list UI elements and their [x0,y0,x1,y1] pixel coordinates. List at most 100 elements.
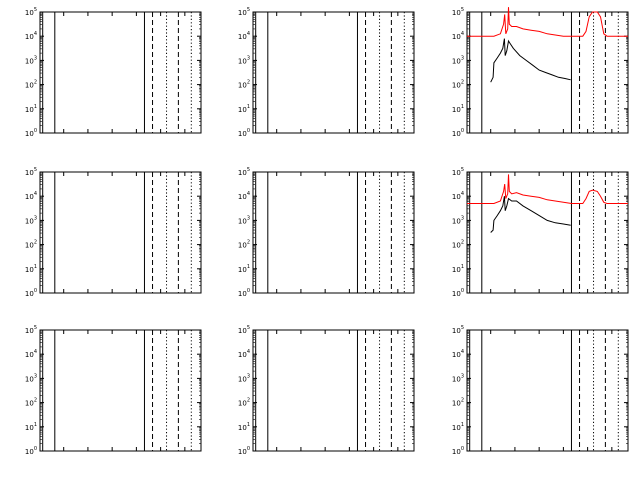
y-tick-base: 10 [452,82,461,90]
y-tick-exponent: 4 [34,349,37,355]
y-tick-label: 102 [238,240,250,250]
y-tick-exponent: 2 [461,240,464,246]
y-tick-label: 103 [25,215,37,225]
y-tick-base: 10 [238,242,247,250]
y-tick-label: 101 [25,104,37,114]
y-tick-base: 10 [25,82,34,90]
y-tick-exponent: 3 [34,215,37,221]
y-tick-exponent: 3 [34,55,37,61]
y-tick-exponent: 1 [247,104,250,110]
y-tick-label: 102 [452,240,464,250]
y-tick-label: 105 [25,167,37,177]
y-tick-exponent: 1 [247,422,250,428]
y-tick-label: 104 [238,191,250,201]
y-tick-base: 10 [452,57,461,65]
y-tick-exponent: 0 [247,446,250,452]
y-tick-base: 10 [25,375,34,383]
y-tick-base: 10 [238,400,247,408]
y-tick-base: 10 [238,169,247,177]
y-tick-base: 10 [25,327,34,335]
y-tick-base: 10 [452,400,461,408]
y-tick-base: 10 [238,130,247,138]
y-tick-label: 100 [238,128,250,138]
y-tick-label: 101 [452,422,464,432]
y-tick-exponent: 5 [34,325,37,331]
y-tick-base: 10 [25,106,34,114]
y-tick-label: 102 [452,80,464,90]
y-tick-label: 104 [25,31,37,41]
y-tick-base: 10 [25,266,34,274]
series-line-events [490,196,571,233]
y-tick-base: 10 [238,375,247,383]
y-tick-base: 10 [452,375,461,383]
y-tick-exponent: 4 [461,349,464,355]
y-tick-exponent: 3 [461,55,464,61]
y-tick-exponent: 5 [461,167,464,173]
y-tick-label: 105 [452,325,464,335]
y-tick-label: 105 [238,7,250,17]
y-tick-label: 103 [238,373,250,383]
y-tick-exponent: 3 [247,55,250,61]
y-tick-exponent: 3 [247,373,250,379]
y-tick-base: 10 [238,57,247,65]
y-tick-exponent: 0 [247,128,250,134]
y-tick-base: 10 [452,217,461,225]
y-tick-base: 10 [25,9,34,17]
y-tick-exponent: 5 [247,7,250,13]
plot-frame [252,11,415,134]
y-tick-label: 104 [452,349,464,359]
y-tick-exponent: 1 [247,264,250,270]
y-tick-base: 10 [25,33,34,41]
y-tick-label: 104 [452,191,464,201]
y-tick-base: 10 [238,327,247,335]
y-tick-base: 10 [452,33,461,41]
y-tick-exponent: 2 [247,398,250,404]
y-tick-label: 102 [25,398,37,408]
y-tick-exponent: 3 [461,373,464,379]
y-tick-label: 100 [452,446,464,456]
y-tick-label: 101 [25,264,37,274]
y-tick-exponent: 5 [461,325,464,331]
y-tick-label: 103 [452,373,464,383]
y-tick-base: 10 [25,290,34,298]
y-tick-base: 10 [25,351,34,359]
y-tick-exponent: 2 [34,80,37,86]
y-tick-base: 10 [238,424,247,432]
y-tick-label: 104 [238,349,250,359]
y-tick-base: 10 [452,242,461,250]
y-tick-base: 10 [25,169,34,177]
y-tick-label: 100 [238,446,250,456]
y-tick-label: 103 [452,215,464,225]
y-tick-exponent: 2 [461,80,464,86]
y-tick-base: 10 [238,351,247,359]
y-tick-base: 10 [238,448,247,456]
y-tick-label: 103 [452,55,464,65]
y-tick-exponent: 1 [461,104,464,110]
y-tick-label: 102 [238,80,250,90]
y-tick-base: 10 [452,106,461,114]
y-tick-base: 10 [25,400,34,408]
y-tick-base: 10 [238,9,247,17]
y-tick-exponent: 1 [34,422,37,428]
plot-frame [252,171,415,294]
y-tick-exponent: 4 [247,31,250,37]
y-tick-label: 101 [238,264,250,274]
y-tick-label: 105 [25,325,37,335]
y-tick-base: 10 [25,217,34,225]
y-tick-exponent: 2 [34,240,37,246]
y-tick-exponent: 5 [247,325,250,331]
plot-frame [252,329,415,452]
y-tick-exponent: 4 [461,31,464,37]
plot-frame [466,11,629,134]
y-tick-label: 100 [238,288,250,298]
y-tick-label: 103 [25,55,37,65]
y-tick-base: 10 [25,242,34,250]
